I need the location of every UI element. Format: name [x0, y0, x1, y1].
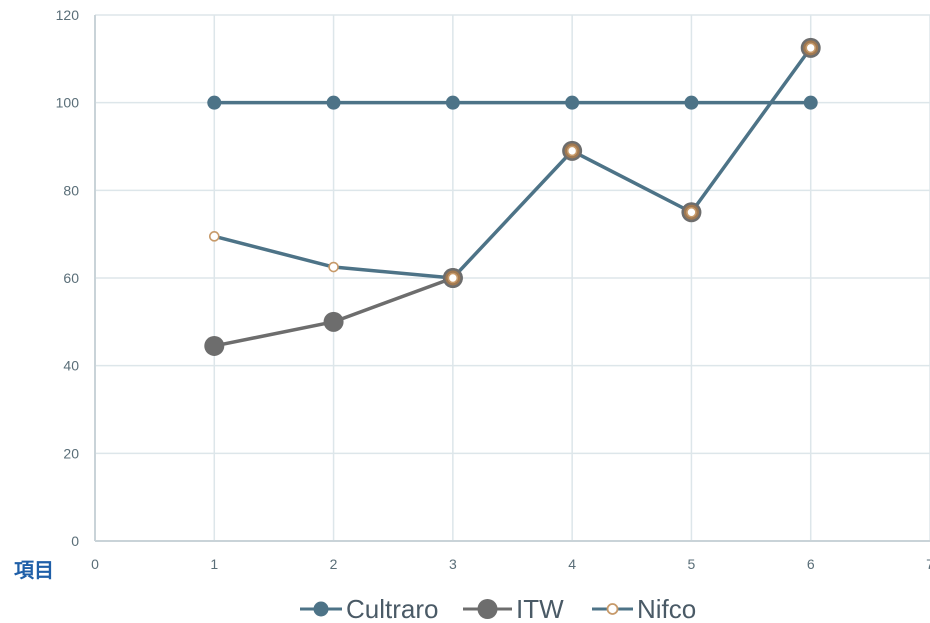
y-tick-label: 0	[71, 533, 79, 549]
data-point-cultraro	[803, 95, 818, 110]
data-point-nifco	[566, 145, 578, 157]
data-point-nifco	[208, 231, 220, 242]
data-point-cultraro	[207, 95, 222, 110]
legend-marker	[313, 601, 329, 617]
y-tick-label: 60	[63, 270, 79, 286]
y-tick-labels: 0 20 40 60 80 100 120	[56, 7, 80, 549]
x-tick-label: 5	[688, 556, 696, 572]
x-tick-label: 4	[568, 556, 576, 572]
data-point-itw	[204, 335, 225, 356]
legend-label: ITW	[516, 594, 564, 623]
data-point-cultraro	[565, 95, 580, 110]
x-tick-label: 6	[807, 556, 815, 572]
axes	[94, 15, 930, 542]
x-tick-label: 7	[926, 556, 930, 572]
x-tick-label: 0	[91, 556, 99, 572]
data-point-itw	[323, 311, 344, 332]
data-point-nifco	[805, 42, 817, 54]
grid-lines	[95, 14, 930, 541]
x-tick-labels: 0 1 2 3 4 5 6 7	[91, 556, 930, 572]
legend: Cultraro ITW Nifco	[300, 594, 696, 623]
data-point-nifco	[686, 206, 697, 218]
legend-item-cultraro: Cultraro	[300, 594, 438, 623]
y-tick-label: 80	[63, 182, 79, 198]
legend-marker	[477, 599, 498, 619]
legend-item-nifco: Nifco	[592, 594, 696, 623]
legend-marker	[606, 603, 619, 615]
data-point-nifco	[328, 261, 339, 273]
legend-label: Nifco	[637, 594, 696, 623]
y-tick-label: 100	[56, 95, 80, 111]
y-tick-label: 120	[56, 7, 80, 23]
series-group	[204, 37, 821, 356]
x-tick-label: 1	[210, 556, 218, 572]
y-tick-label: 40	[63, 358, 79, 374]
data-point-cultraro	[445, 95, 460, 110]
legend-item-itw: ITW	[463, 594, 564, 623]
x-tick-label: 3	[449, 556, 457, 572]
y-tick-label: 20	[63, 445, 79, 461]
legend-label: Cultraro	[346, 594, 438, 623]
x-axis-title: 項目	[14, 558, 54, 582]
x-tick-label: 2	[330, 556, 338, 572]
data-point-cultraro	[326, 95, 341, 110]
series-line-nifco	[212, 46, 813, 280]
data-point-nifco	[447, 272, 459, 284]
data-point-cultraro	[684, 95, 699, 110]
